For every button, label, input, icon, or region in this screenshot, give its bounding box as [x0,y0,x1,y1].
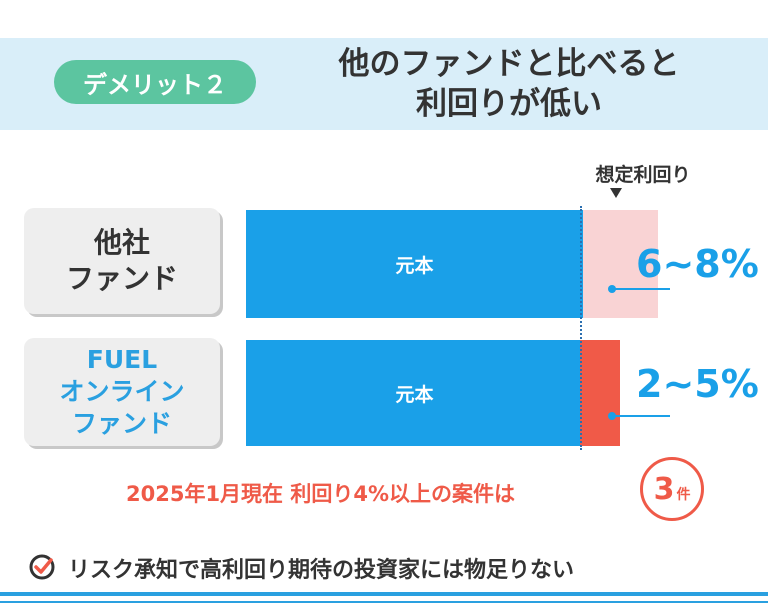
other-fund-label-line1: 他社 [93,226,150,259]
other-fund-label: 他社 ファンド [24,208,220,314]
fuel-fund-label: FUEL オンライン ファンド [24,338,220,446]
fuel-fund-principal-bar: 元本 [246,340,583,446]
other-fund-yield-dot [608,285,616,293]
fuel-fund-yield-value: 2~5% [636,362,759,406]
high-yield-note: 2025年1月現在 利回り4%以上の案件は [126,482,516,506]
count-badge: 3 件 [640,457,704,521]
bottom-rule-thick [0,592,768,596]
count-unit: 件 [676,487,691,503]
fuel-fund-yield-bar [580,340,620,446]
page-title: 他のファンドと比べると 利回りが低い [270,44,748,124]
fuel-fund-label-line1: FUEL [86,345,158,374]
other-fund-yield-leader [614,288,670,290]
other-fund-yield-value: 6~8% [636,242,759,286]
down-triangle-icon [610,188,622,198]
bottom-rule-thin [0,601,768,603]
count-number: 3 [653,471,675,507]
title-line-1: 他のファンドと比べると [338,46,680,82]
footer-text: リスク承知で高利回り期待の投資家には物足りない [68,558,575,583]
principal-boundary-line [580,206,582,450]
other-fund-yield-bar [583,210,658,318]
fuel-fund-yield-dot [608,412,616,420]
assumed-yield-label: 想定利回り [595,164,691,186]
fuel-fund-label-line3: ファンド [71,409,172,438]
title-line-2: 利回りが低い [416,86,602,122]
principal-label: 元本 [395,383,434,406]
other-fund-principal-bar: 元本 [246,210,583,318]
fuel-fund-yield-leader [614,415,670,417]
principal-label: 元本 [395,254,434,277]
check-circle-icon [29,554,55,580]
other-fund-label-line2: ファンド [65,262,178,295]
demerit-badge: デメリット２ [54,60,256,104]
fuel-fund-label-line2: オンライン [59,377,185,406]
